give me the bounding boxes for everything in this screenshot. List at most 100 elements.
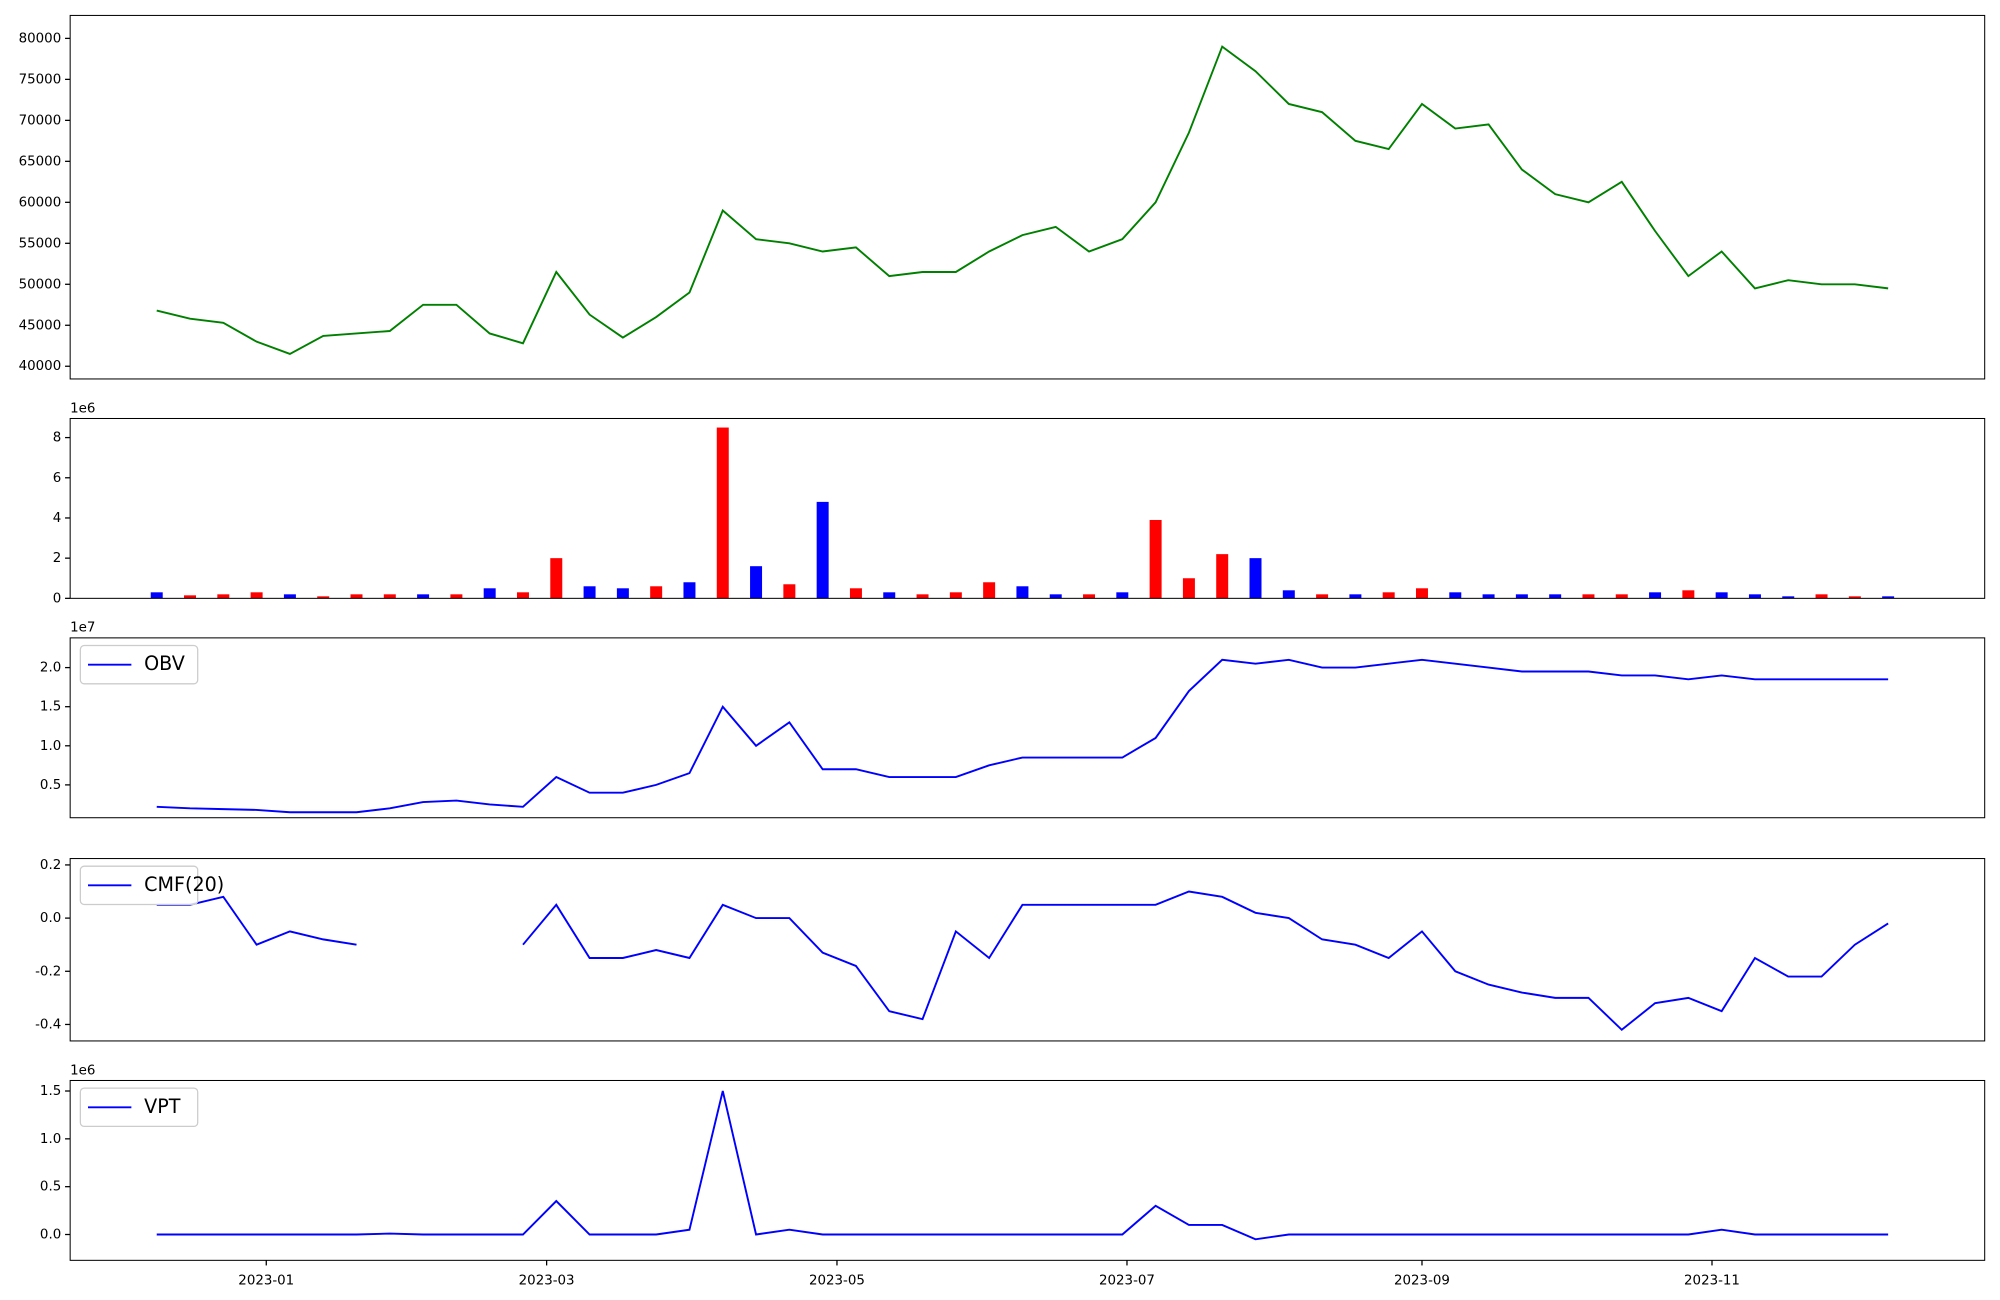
bar [483,588,496,599]
x-tick-label: 2023-05 [809,1274,865,1289]
x-tick-label: 2023-01 [238,1274,294,1289]
bar [1848,596,1861,599]
legend-box [79,865,199,906]
bar [450,594,463,599]
offset-label: 1e6 [70,1063,95,1078]
bar [1715,592,1728,599]
bar [983,582,996,599]
bar [283,594,296,599]
bar [1349,594,1362,599]
bar [849,588,862,599]
bar [783,584,796,599]
y-tick-label: 65000 [19,154,62,169]
x-tick-label: 2023-09 [1394,1274,1450,1289]
y-tick-label: 0.0 [40,1228,61,1243]
bar [417,594,430,599]
y-tick-label: 45000 [19,318,62,333]
line [156,1090,1889,1241]
legend-text: VPT [144,1095,181,1118]
bar [550,558,563,599]
bar [949,592,962,599]
y-tick-label: 50000 [19,277,62,292]
bar [1682,590,1695,599]
bar [683,582,696,599]
bar [1882,596,1895,599]
bar [1149,519,1162,599]
y-tick-label: 55000 [19,236,62,251]
bar [1249,558,1262,599]
y-tick-label: 0.5 [40,1180,61,1195]
bar [583,586,596,599]
plot-frame [69,417,1986,599]
bar [1182,578,1195,599]
bar [1649,592,1662,599]
bar [516,592,529,599]
bar [716,427,729,599]
bar [1549,594,1562,599]
offset-label: 1e6 [70,401,95,416]
y-tick-label: 40000 [19,359,62,374]
y-tick-label: 0.2 [40,858,61,873]
y-tick-label: 80000 [19,31,62,46]
bar [317,596,330,599]
y-tick-label: 75000 [19,72,62,87]
bar [883,592,896,599]
bar [250,592,263,599]
y-tick-label: 1.0 [40,1132,61,1147]
bar [184,595,197,599]
bar [1282,590,1295,599]
bar [217,594,230,599]
x-tick-label: 2023-03 [519,1274,575,1289]
bar [1382,592,1395,599]
y-tick-label: 8 [53,431,62,446]
y-tick-label: 1.0 [40,739,61,754]
plot-frame [69,637,1986,819]
y-tick-label: 4 [53,511,62,526]
y-tick-label: 6 [53,471,62,486]
y-tick-label: 60000 [19,195,62,210]
bar [916,594,929,599]
bar [1582,594,1595,599]
bar [1748,594,1761,599]
bar [750,566,763,599]
bar [1615,594,1628,599]
line [156,658,1889,814]
plot-frame [69,1079,1986,1261]
y-tick-label: -0.2 [35,964,61,979]
legend-text: OBV [144,652,185,675]
bar [1049,594,1062,599]
y-tick-label: 70000 [19,113,62,128]
bar [616,588,629,599]
y-tick-label: 0 [53,591,62,606]
bar [383,594,396,599]
legend-box [79,644,199,685]
plot-frame [69,14,1986,380]
line [156,890,1889,1032]
bar [1116,592,1129,599]
line [156,45,1889,356]
y-tick-label: 1.5 [40,1084,61,1099]
bar [1815,594,1828,599]
bar [1415,588,1428,599]
y-tick-label: 0.0 [40,911,61,926]
bar [1515,594,1528,599]
y-tick-label: 2 [53,551,62,566]
y-tick-label: 0.5 [40,778,61,793]
bar [1782,596,1795,599]
x-tick-label: 2023-11 [1684,1274,1740,1289]
bar [1216,554,1229,599]
x-tick-label: 2023-07 [1099,1274,1155,1289]
bar [1016,586,1029,599]
bar [350,594,363,599]
bar [650,586,663,599]
y-tick-label: 1.5 [40,700,61,715]
plot-frame [69,858,1986,1042]
y-tick-label: 2.0 [40,661,61,676]
bar [150,592,163,599]
bar [1083,594,1096,599]
y-tick-label: -0.4 [35,1017,61,1032]
legend-text: CMF(20) [144,873,224,896]
bar [816,501,829,599]
